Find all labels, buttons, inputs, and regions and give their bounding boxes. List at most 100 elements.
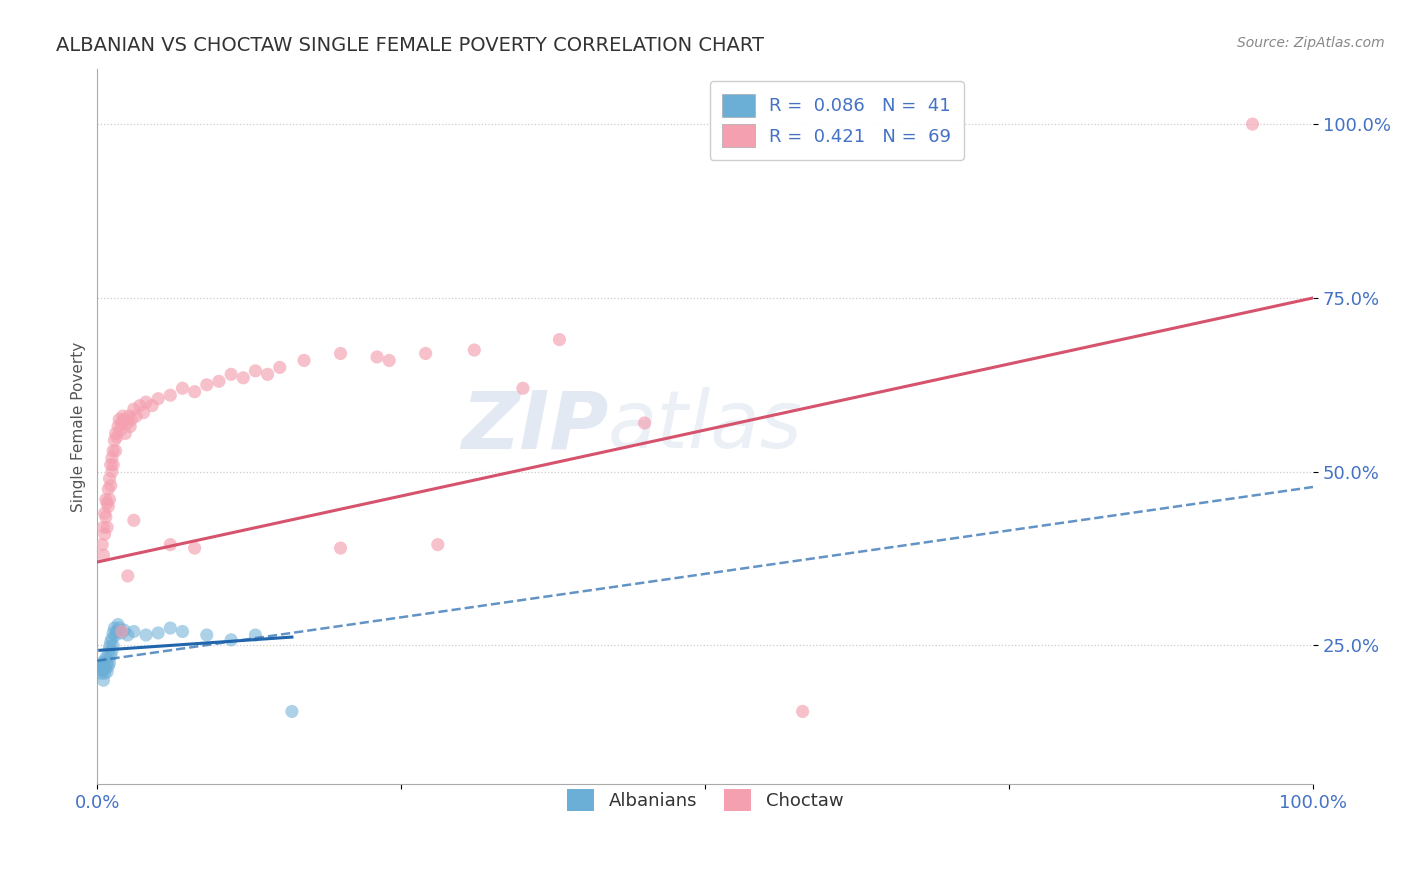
Point (104, 628, 127, 642)
Point (93, 673, 115, 688)
Point (90, 659, 112, 673)
Point (366, 350, 388, 364)
Point (101, 632, 124, 646)
Point (111, 416, 134, 430)
Point (93, 666, 115, 681)
Point (98, 492, 121, 507)
Text: ALBANIAN VS CHOCTAW SINGLE FEMALE POVERTY CORRELATION CHART: ALBANIAN VS CHOCTAW SINGLE FEMALE POVERT… (56, 36, 765, 54)
Legend: Albanians, Choctaw: Albanians, Choctaw (553, 774, 858, 825)
Point (159, 388, 181, 402)
Point (107, 419, 129, 434)
Point (89, 663, 111, 677)
Point (105, 624, 128, 639)
Point (183, 541, 205, 555)
Point (100, 458, 122, 472)
Point (195, 628, 218, 642)
Point (93, 663, 115, 677)
Point (97, 659, 120, 673)
Point (159, 621, 181, 635)
Point (183, 384, 205, 399)
Point (91, 656, 114, 670)
Point (108, 621, 131, 635)
Point (633, 416, 655, 430)
Point (93, 527, 115, 541)
Point (463, 343, 485, 357)
Point (111, 624, 134, 639)
Point (292, 353, 315, 368)
Point (91, 538, 114, 552)
Point (93, 548, 115, 562)
Point (94, 660, 117, 674)
Point (122, 513, 145, 527)
Point (117, 569, 139, 583)
Point (172, 381, 194, 395)
Point (110, 423, 132, 437)
Point (101, 458, 124, 472)
Point (415, 346, 437, 360)
Point (426, 538, 449, 552)
Text: ZIP: ZIP (461, 387, 607, 466)
Point (105, 430, 128, 444)
Point (94, 509, 117, 524)
Point (100, 648, 122, 663)
Point (93, 654, 115, 668)
Point (378, 353, 401, 368)
Point (208, 374, 231, 388)
Text: atlas: atlas (607, 387, 803, 466)
Point (219, 632, 242, 647)
Point (117, 416, 139, 430)
Text: Source: ZipAtlas.com: Source: ZipAtlas.com (1237, 36, 1385, 50)
Point (98, 472, 121, 486)
Point (120, 412, 142, 426)
Point (122, 624, 145, 639)
Point (129, 399, 152, 413)
Point (97, 482, 120, 496)
Point (96, 665, 118, 679)
Point (93, 507, 115, 521)
Point (98, 656, 121, 670)
Point (101, 639, 124, 653)
Point (269, 360, 291, 375)
Point (103, 621, 125, 635)
Point (159, 538, 181, 552)
Point (172, 624, 194, 639)
Point (281, 705, 304, 719)
Point (98, 640, 121, 654)
Point (232, 371, 254, 385)
Point (245, 628, 267, 642)
Point (94, 492, 117, 507)
Point (146, 626, 169, 640)
Point (135, 628, 157, 642)
Point (103, 434, 125, 448)
Point (141, 399, 163, 413)
Point (101, 465, 124, 479)
Point (1241, 117, 1264, 131)
Point (93, 657, 115, 672)
Point (96, 656, 118, 670)
Point (104, 443, 127, 458)
Point (122, 402, 145, 417)
Point (112, 623, 135, 637)
Point (329, 346, 352, 360)
Point (114, 426, 136, 441)
Point (101, 644, 124, 658)
Y-axis label: Single Female Poverty: Single Female Poverty (72, 342, 86, 512)
Point (96, 520, 118, 534)
Point (96, 496, 118, 510)
Point (146, 392, 169, 406)
Point (512, 381, 534, 395)
Point (101, 450, 124, 465)
Point (135, 395, 157, 409)
Point (256, 368, 278, 382)
Point (101, 443, 124, 458)
Point (112, 412, 135, 426)
Point (548, 333, 571, 347)
Point (100, 478, 122, 492)
Point (90, 666, 112, 681)
Point (93, 520, 115, 534)
Point (792, 705, 814, 719)
Point (97, 500, 120, 514)
Point (245, 364, 267, 378)
Point (125, 409, 148, 423)
Point (97, 645, 120, 659)
